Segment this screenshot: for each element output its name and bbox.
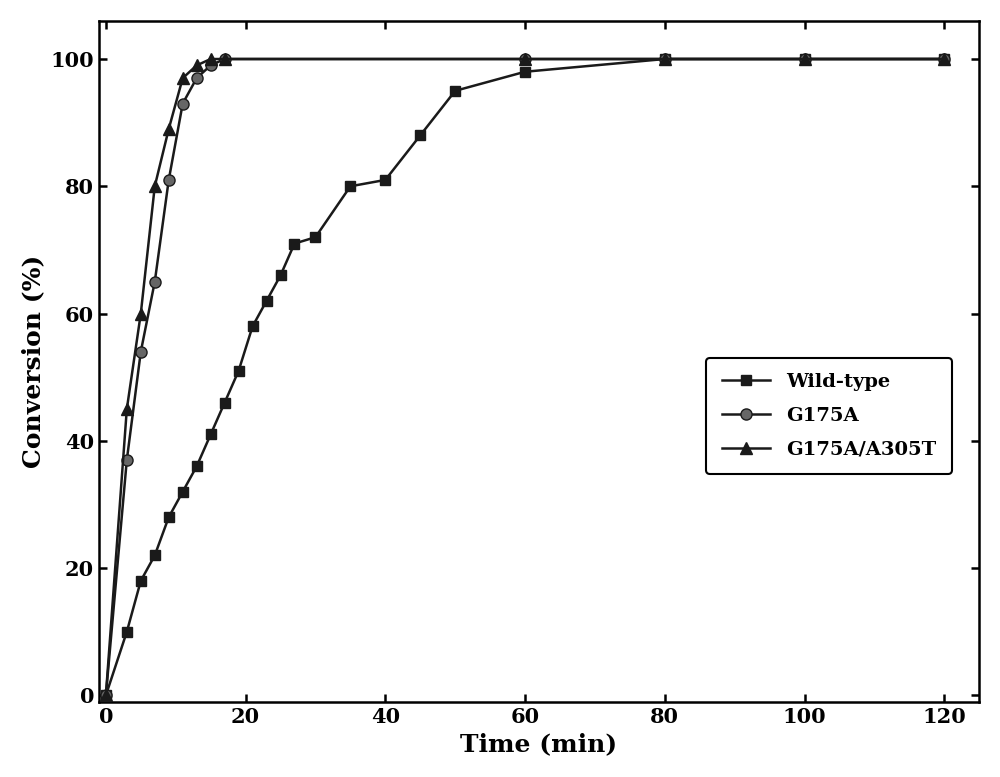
G175A <box>191 74 203 83</box>
G175A <box>938 54 950 64</box>
Wild-type <box>379 176 391 185</box>
Wild-type <box>191 462 203 471</box>
Wild-type <box>205 430 217 439</box>
Wild-type <box>149 551 161 560</box>
G175A/A305T <box>135 309 147 319</box>
G175A <box>205 61 217 70</box>
G175A/A305T <box>205 54 217 64</box>
Wild-type <box>414 131 426 140</box>
Wild-type <box>219 398 231 407</box>
Wild-type <box>344 182 356 191</box>
Line: Wild-type: Wild-type <box>101 54 949 700</box>
G175A <box>219 54 231 64</box>
G175A/A305T <box>191 61 203 70</box>
Wild-type <box>659 54 671 64</box>
Wild-type <box>121 627 133 636</box>
Wild-type <box>261 296 273 305</box>
Wild-type <box>799 54 811 64</box>
Wild-type <box>938 54 950 64</box>
G175A <box>121 455 133 465</box>
G175A <box>149 277 161 287</box>
Wild-type <box>275 270 287 280</box>
Y-axis label: Conversion (%): Conversion (%) <box>21 255 45 468</box>
G175A/A305T <box>149 182 161 191</box>
G175A/A305T <box>799 54 811 64</box>
G175A/A305T <box>121 404 133 413</box>
G175A <box>163 176 175 185</box>
X-axis label: Time (min): Time (min) <box>460 732 618 756</box>
Legend: Wild-type, G175A, G175A/A305T: Wild-type, G175A, G175A/A305T <box>706 357 952 474</box>
Wild-type <box>177 487 189 497</box>
Wild-type <box>247 322 259 331</box>
Wild-type <box>288 239 300 248</box>
G175A/A305T <box>177 74 189 83</box>
Wild-type <box>163 513 175 522</box>
G175A <box>799 54 811 64</box>
G175A <box>135 347 147 357</box>
G175A <box>659 54 671 64</box>
Line: G175A/A305T: G175A/A305T <box>100 53 950 702</box>
Wild-type <box>449 86 461 96</box>
G175A/A305T <box>519 54 531 64</box>
Wild-type <box>135 577 147 586</box>
Wild-type <box>100 691 112 700</box>
Wild-type <box>519 67 531 76</box>
G175A/A305T <box>163 124 175 134</box>
G175A <box>177 99 189 108</box>
G175A/A305T <box>659 54 671 64</box>
Wild-type <box>309 232 321 242</box>
G175A <box>100 691 112 700</box>
G175A/A305T <box>219 54 231 64</box>
G175A/A305T <box>938 54 950 64</box>
G175A <box>519 54 531 64</box>
G175A/A305T <box>100 691 112 700</box>
Wild-type <box>233 366 245 375</box>
Line: G175A: G175A <box>100 54 950 701</box>
